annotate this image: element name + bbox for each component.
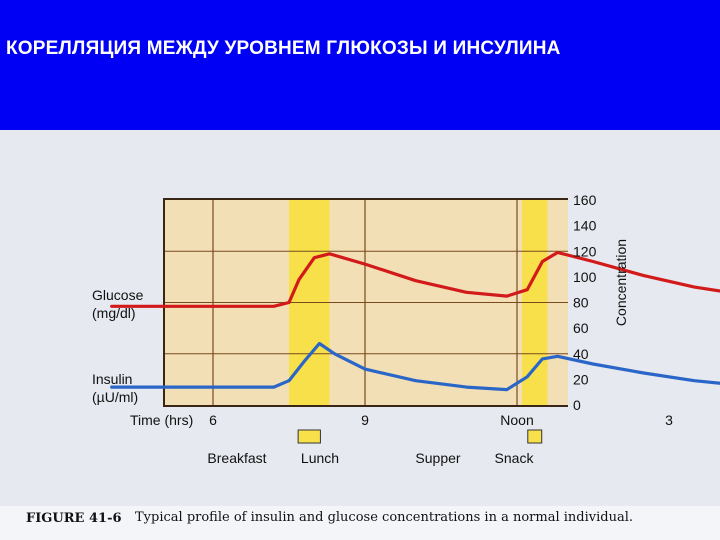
y-tick-label: 80 <box>573 295 589 311</box>
meal-label: Snack <box>495 450 535 466</box>
meal-label: Breakfast <box>207 450 266 466</box>
y-tick-label: 60 <box>573 320 589 336</box>
insulin-unit-label: (µU/ml) <box>92 389 138 405</box>
slide-header <box>0 0 720 130</box>
x-tick-label: 9 <box>361 412 369 428</box>
y-tick-label: 140 <box>573 218 597 234</box>
x-tick-label: 3 <box>665 412 673 428</box>
meal-marker <box>297 429 321 444</box>
x-axis-label: Time (hrs) <box>130 412 193 428</box>
figure-caption <box>0 506 720 540</box>
glucose-line <box>110 250 720 308</box>
y-tick-label: 160 <box>573 192 597 208</box>
meal-marker <box>527 429 543 444</box>
slide-title: КОРЕЛЛЯЦИЯ МЕЖДУ УРОВНЕМ ГЛЮКОЗЫ И ИНСУЛ… <box>6 38 561 59</box>
meal-label: Supper <box>415 450 460 466</box>
glucose-unit-label: (mg/dl) <box>92 305 136 321</box>
x-tick-label: Noon <box>500 412 533 428</box>
y-tick-label: 100 <box>573 269 597 285</box>
y-axis-label: Concentration <box>613 239 629 326</box>
y-tick-label: 40 <box>573 346 589 362</box>
y-tick-label: 20 <box>573 371 589 387</box>
x-tick-label: 6 <box>209 412 217 428</box>
figure-number: FIGURE 41-6 <box>26 511 122 526</box>
figure-caption-text: Typical profile of insulin and glucose c… <box>135 510 634 525</box>
y-tick-label: 0 <box>573 397 581 413</box>
meal-label: Lunch <box>301 450 339 466</box>
insulin-label: Insulin <box>92 371 132 387</box>
glucose-label: Glucose <box>92 287 144 303</box>
y-tick-label: 120 <box>573 243 597 259</box>
